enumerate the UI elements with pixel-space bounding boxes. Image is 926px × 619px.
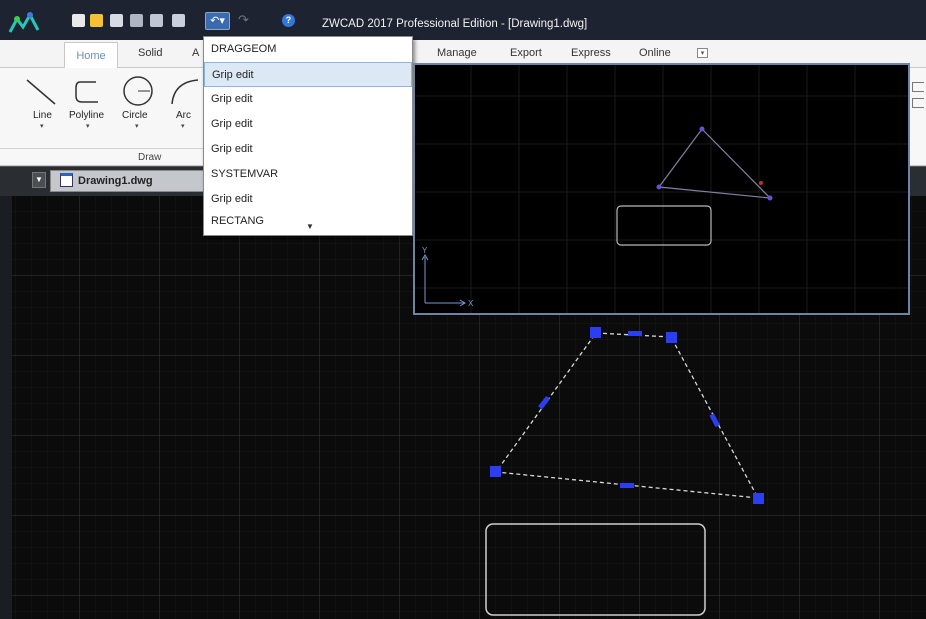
arc-icon[interactable]: [168, 76, 202, 106]
undo-item-rectang[interactable]: RECTANG: [211, 215, 264, 227]
document-menu-icon[interactable]: ▼: [32, 172, 46, 188]
axis-x-label: X: [468, 299, 474, 308]
undo-item-draggeom[interactable]: DRAGGEOM: [211, 43, 277, 55]
polyline-label: Polyline: [69, 110, 105, 121]
tab-express[interactable]: Express: [571, 47, 611, 59]
arc-dropdown-icon[interactable]: ▾: [181, 123, 185, 130]
ribbon-tool-edge-icon-2[interactable]: [912, 98, 924, 108]
rectangle-shape[interactable]: [485, 523, 706, 616]
undo-item-grip-edit[interactable]: Grip edit: [211, 118, 253, 130]
undo-item-systemvar[interactable]: SYSTEMVAR: [211, 168, 279, 180]
tab-annotate[interactable]: A: [192, 47, 200, 59]
drawing-file-icon: [60, 173, 73, 187]
line-icon[interactable]: [23, 76, 63, 106]
line-dropdown-icon[interactable]: ▾: [40, 123, 44, 130]
window-title: ZWCAD 2017 Professional Edition - [Drawi…: [322, 18, 588, 30]
ucs-axis-icon: [421, 254, 466, 307]
tab-online[interactable]: Online: [639, 47, 671, 59]
undo-item-grip-edit[interactable]: Grip edit: [211, 193, 253, 205]
tab-export[interactable]: Export: [510, 47, 542, 59]
ribbon-tool-edge-icon[interactable]: [912, 82, 924, 92]
plot-icon[interactable]: [172, 14, 185, 27]
polyline-dropdown-icon[interactable]: ▾: [86, 123, 90, 130]
tab-solid[interactable]: Solid: [138, 47, 163, 59]
preview-triangle: [656, 126, 773, 201]
save-icon[interactable]: [110, 14, 123, 27]
new-icon[interactable]: [72, 14, 85, 27]
open-icon[interactable]: [90, 14, 103, 27]
app-logo-icon[interactable]: [8, 10, 42, 38]
undo-item-grip-edit-selected[interactable]: Grip edit: [204, 62, 412, 87]
scroll-down-icon[interactable]: ▼: [306, 222, 314, 231]
circle-icon[interactable]: [121, 74, 155, 108]
axis-y-label: Y: [422, 246, 428, 255]
panel-divider: [0, 148, 210, 149]
tab-home[interactable]: Home: [64, 42, 118, 69]
save-as-icon[interactable]: [130, 14, 143, 27]
undo-icon[interactable]: ↶▾: [205, 12, 230, 30]
undo-item-grip-edit[interactable]: Grip edit: [211, 143, 253, 155]
preview-rectangle: [616, 205, 712, 246]
undo-preview-window: Y X: [413, 63, 910, 315]
circle-label: Circle: [122, 110, 148, 121]
selected-polyline[interactable]: [490, 327, 764, 504]
arc-label: Arc: [176, 110, 191, 121]
circle-dropdown-icon[interactable]: ▾: [135, 123, 139, 130]
redo-icon[interactable]: ↷: [238, 12, 249, 27]
print-icon[interactable]: [150, 14, 163, 27]
undo-item-grip-edit[interactable]: Grip edit: [211, 93, 253, 105]
help-icon[interactable]: ?: [282, 14, 295, 27]
draw-panel-title: Draw: [138, 152, 162, 163]
line-label: Line: [33, 110, 52, 121]
document-tab-label: Drawing1.dwg: [78, 175, 153, 187]
ribbon-minimize-icon[interactable]: ▾: [697, 48, 708, 58]
polyline-icon[interactable]: [70, 76, 106, 106]
canvas-left-edge: [0, 196, 12, 619]
tab-manage[interactable]: Manage: [437, 47, 477, 59]
